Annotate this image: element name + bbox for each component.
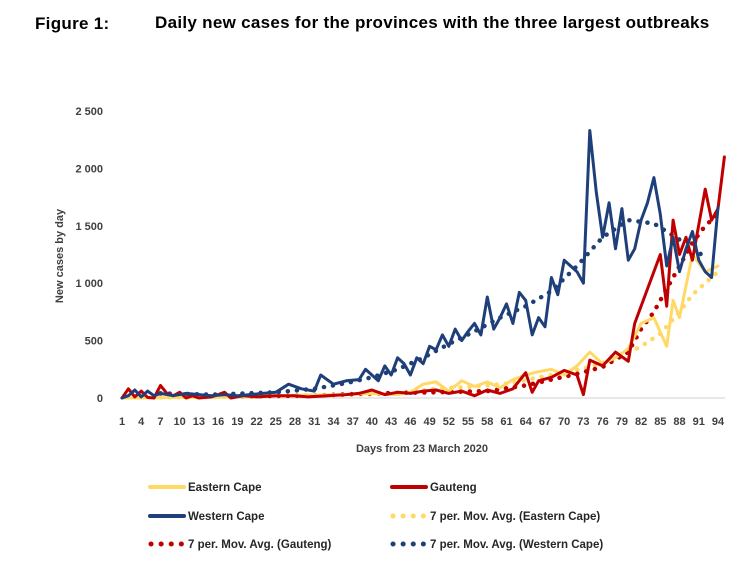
series-line-2 (120, 129, 720, 400)
x-tick-label: 94 (712, 416, 725, 428)
x-tick-label: 37 (347, 416, 359, 428)
x-tick-label: 19 (231, 416, 243, 428)
x-axis-title: Days from 23 March 2020 (356, 443, 488, 455)
x-tick-label: 52 (443, 416, 455, 428)
legend-label: 7 per. Mov. Avg. (Eastern Cape) (430, 511, 600, 523)
y-tick-label: 0 (97, 393, 103, 405)
x-tick-label: 16 (212, 416, 224, 428)
y-tick-label: 500 (85, 336, 103, 348)
x-tick-label: 22 (250, 416, 262, 428)
x-tick-label: 73 (577, 416, 589, 428)
series-line-4 (158, 212, 721, 399)
figure-title: Daily new cases for the provinces with t… (155, 13, 710, 32)
y-tick-label: 1 000 (75, 278, 103, 290)
x-tick-label: 13 (193, 416, 205, 428)
y-tick-label: 2 000 (75, 163, 103, 175)
x-tick-label: 91 (693, 416, 705, 428)
x-tick-label: 82 (635, 416, 647, 428)
legend-label: Western Cape (188, 511, 264, 523)
series-line-0 (120, 253, 720, 400)
x-tick-label: 25 (270, 416, 282, 428)
y-tick-label: 1 500 (75, 221, 103, 233)
figure-label: Figure 1: (35, 14, 110, 33)
x-tick-label: 1 (119, 416, 125, 428)
x-tick-label: 28 (289, 416, 301, 428)
x-tick-label: 55 (462, 416, 474, 428)
x-tick-label: 67 (539, 416, 551, 428)
x-tick-label: 7 (157, 416, 163, 428)
series-line-1 (120, 155, 726, 400)
x-tick-label: 34 (327, 416, 340, 428)
x-tick-label: 10 (174, 416, 186, 428)
series-line-5 (158, 217, 708, 397)
x-tick-label: 49 (423, 416, 435, 428)
x-tick-label: 79 (616, 416, 628, 428)
x-tick-label: 46 (404, 416, 416, 428)
x-tick-label: 70 (558, 416, 570, 428)
legend-label: Gauteng (430, 482, 477, 494)
x-tick-label: 4 (138, 416, 145, 428)
x-tick-label: 43 (385, 416, 397, 428)
legend-label: 7 per. Mov. Avg. (Gauteng) (188, 539, 332, 551)
x-tick-label: 31 (308, 416, 320, 428)
x-tick-label: 61 (500, 416, 512, 428)
legend-label: Eastern Cape (188, 482, 262, 494)
x-tick-label: 88 (673, 416, 685, 428)
x-tick-label: 85 (654, 416, 666, 428)
x-tick-label: 76 (597, 416, 609, 428)
legend-label: 7 per. Mov. Avg. (Western Cape) (430, 539, 603, 551)
x-tick-label: 40 (366, 416, 378, 428)
x-tick-label: 58 (481, 416, 493, 428)
y-tick-label: 2 500 (75, 106, 103, 118)
x-tick-label: 64 (520, 416, 533, 428)
y-axis-title: New cases by day (54, 208, 66, 303)
